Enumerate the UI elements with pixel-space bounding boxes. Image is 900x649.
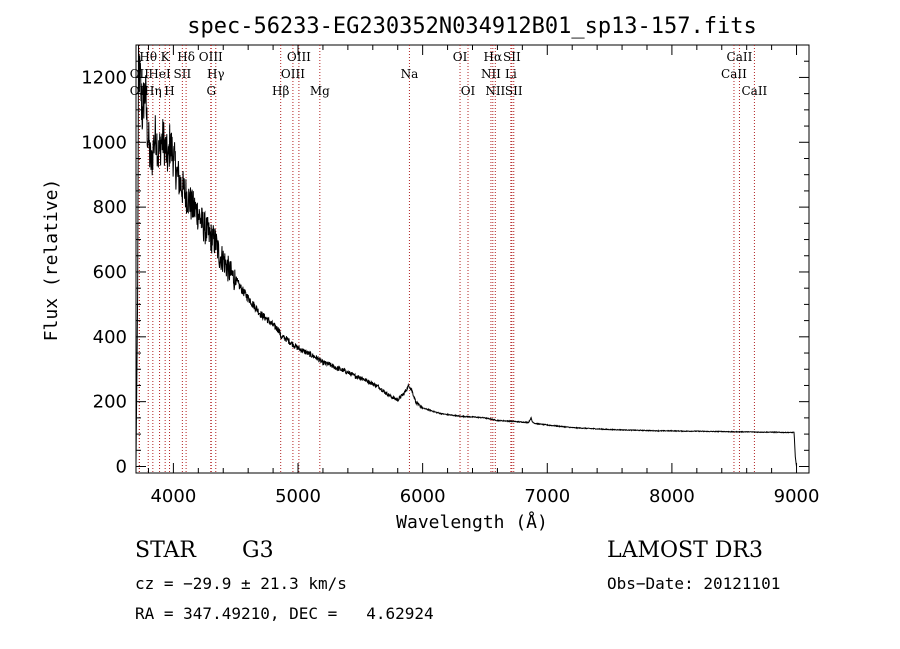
redshift-cz: cz = −29.9 ± 21.3 km/s bbox=[135, 574, 347, 593]
line-label: Hη bbox=[144, 84, 162, 98]
line-label: SII bbox=[174, 67, 192, 81]
x-axis: 4000 5000 6000 7000 8000 9000 bbox=[147, 45, 820, 507]
line-label: OI bbox=[453, 50, 468, 64]
line-label: SII bbox=[503, 50, 521, 64]
line-label: Na bbox=[401, 67, 419, 81]
line-label: NII bbox=[485, 84, 505, 98]
line-label: SII bbox=[505, 84, 523, 98]
spectral-line-markers bbox=[138, 45, 755, 473]
y-tick-label: 1200 bbox=[81, 67, 127, 88]
y-axis-label: Flux (relative) bbox=[41, 179, 62, 342]
y-tick-label: 0 bbox=[116, 457, 127, 478]
y-tick-label: 600 bbox=[93, 262, 127, 283]
x-tick-label: 6000 bbox=[400, 486, 446, 507]
x-tick-label: 4000 bbox=[150, 486, 196, 507]
x-tick-label: 7000 bbox=[524, 486, 570, 507]
y-tick-label: 1000 bbox=[81, 132, 127, 153]
ra-dec-coordinates: RA = 347.49210, DEC = 4.62924 bbox=[135, 604, 434, 623]
spectrum-line bbox=[135, 44, 797, 467]
line-label: OI bbox=[461, 84, 476, 98]
line-label: OIII bbox=[199, 50, 223, 64]
line-label: CaII bbox=[741, 84, 767, 98]
object-class: STAR bbox=[135, 538, 196, 563]
line-label: Hα bbox=[484, 50, 503, 64]
y-tick-label: 200 bbox=[93, 392, 127, 413]
line-label: Hθ bbox=[139, 50, 157, 64]
line-label: K bbox=[161, 50, 171, 64]
y-tick-label: 800 bbox=[93, 197, 127, 218]
line-label: Hγ bbox=[207, 67, 225, 81]
line-label: H bbox=[164, 84, 174, 98]
y-tick-label: 400 bbox=[93, 327, 127, 348]
chart-title: spec-56233-EG230352N034912B01_sp13-157.f… bbox=[187, 14, 757, 39]
survey-name: LAMOST DR3 bbox=[607, 538, 763, 563]
y-axis: 0 200 400 600 800 1000 1200 bbox=[81, 44, 809, 478]
x-tick-label: 9000 bbox=[774, 486, 820, 507]
line-label: NII bbox=[481, 67, 501, 81]
line-label: HeI bbox=[148, 67, 171, 81]
x-axis-label: Wavelength (Å) bbox=[396, 511, 548, 533]
line-label: Hδ bbox=[177, 50, 195, 64]
line-label: G bbox=[206, 84, 216, 98]
line-label: Mg bbox=[310, 84, 330, 98]
line-label: OIII bbox=[281, 67, 305, 81]
line-label: CaII bbox=[721, 67, 747, 81]
x-tick-label: 5000 bbox=[275, 486, 321, 507]
observation-date: Obs−Date: 20121101 bbox=[607, 574, 781, 593]
line-label: Li bbox=[505, 67, 517, 81]
line-label: CaII bbox=[727, 50, 753, 64]
line-label: Hβ bbox=[272, 84, 289, 98]
object-subclass: G3 bbox=[242, 538, 274, 563]
x-tick-label: 8000 bbox=[649, 486, 695, 507]
line-label: OIII bbox=[287, 50, 311, 64]
plot-frame bbox=[135, 44, 810, 474]
